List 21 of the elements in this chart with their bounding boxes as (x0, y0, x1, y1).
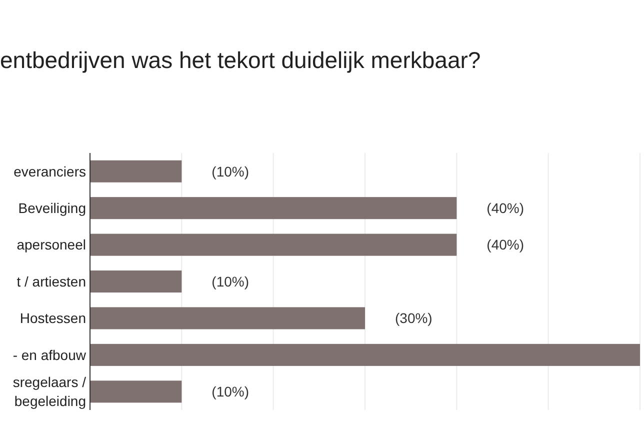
chart-title: entbedrijven was het tekort duidelijk merkbaar? (0, 47, 481, 73)
data-label: (40%) (486, 236, 524, 253)
y-tick-label: - en afbouw (12, 346, 87, 363)
data-label: (40%) (486, 200, 524, 216)
bar (90, 270, 182, 293)
bar (90, 234, 457, 256)
data-label: (10%) (212, 384, 250, 400)
bar (90, 344, 640, 366)
y-tick-label: sregelaars / begeleiding (12, 374, 86, 410)
data-label: (30%) (395, 310, 432, 326)
y-tick-label: Hostessen (20, 310, 86, 326)
bar (90, 307, 365, 330)
bar (90, 197, 457, 220)
y-tick-label: Beveiliging (18, 200, 86, 216)
bar (90, 160, 182, 182)
y-tick-label: t / artiesten (16, 273, 86, 290)
bar (90, 380, 182, 403)
data-label: (10%) (212, 273, 250, 290)
data-label: (10%) (212, 163, 250, 180)
y-tick-label: apersoneel (16, 236, 86, 253)
y-tick-label: everanciers (14, 163, 86, 180)
